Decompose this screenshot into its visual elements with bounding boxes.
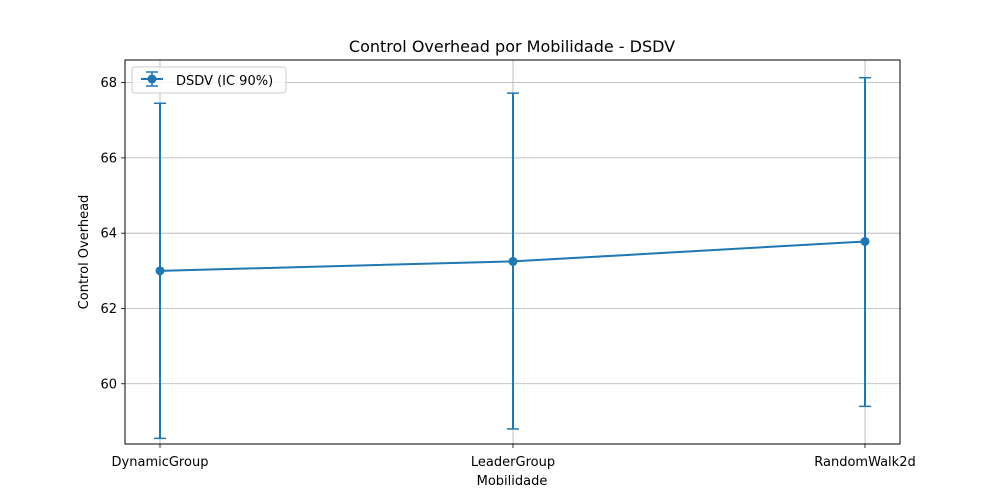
data-point [860, 236, 870, 246]
chart-title: Control Overhead por Mobilidade - DSDV [349, 37, 675, 56]
y-axis-label: Control Overhead [77, 195, 92, 310]
legend-marker [141, 71, 163, 87]
y-tick-label: 68 [100, 76, 117, 91]
x-axis-label: Mobilidade [477, 474, 548, 489]
x-tick-label: LeaderGroup [471, 455, 555, 470]
plot-frame [124, 59, 901, 445]
data-point [155, 266, 165, 276]
series [154, 76, 871, 440]
x-tick-label: RandomWalk2d [814, 455, 915, 470]
ticks: DynamicGroup LeaderGroup RandomWalk2d 60 62 6… [100, 76, 915, 470]
legend-point [147, 74, 157, 84]
y-tick-label: 66 [100, 151, 117, 166]
y-tick-label: 64 [100, 227, 117, 242]
legend-entry-label: DSDV (IC 90%) [176, 74, 273, 89]
legend: DSDV (IC 90%) [131, 66, 287, 94]
legend-box [131, 66, 287, 94]
y-tick-label: 60 [100, 377, 117, 392]
x-tick-label: DynamicGroup [112, 455, 209, 470]
data-point [508, 256, 518, 266]
y-tick-label: 62 [100, 302, 117, 317]
